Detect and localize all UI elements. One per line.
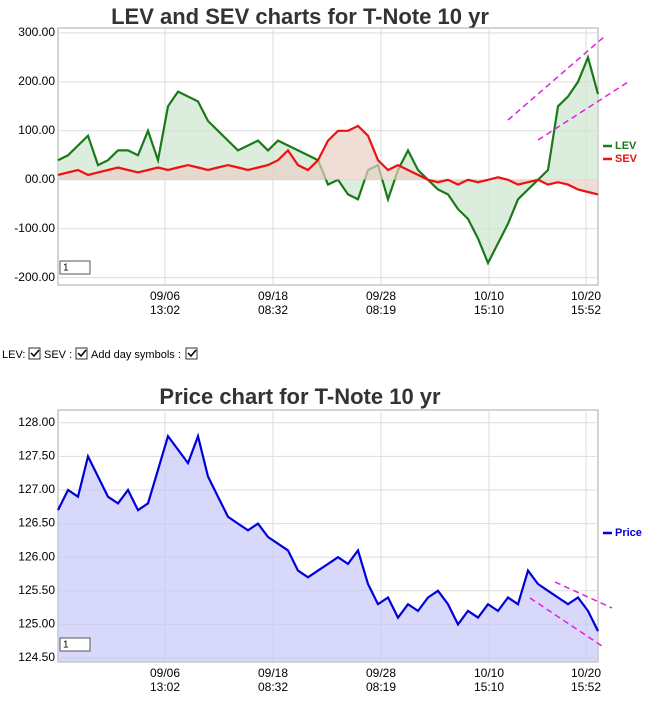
chart-title: Price chart for T-Note 10 yr <box>159 384 441 409</box>
legend-label: SEV <box>615 153 638 165</box>
x-tick-label-line: 10/10 <box>474 289 504 303</box>
checkbox[interactable] <box>28 347 41 360</box>
x-tick-label-line: 15:10 <box>474 680 504 694</box>
y-tick-label: 125.00 <box>18 617 55 631</box>
x-tick-label: 09/18 08:32 <box>258 289 288 317</box>
y-tick-label: 00.00 <box>25 172 55 186</box>
x-tick-label-line: 09/06 <box>150 666 180 680</box>
controls: LEV: SEV : Add day symbols : <box>2 347 198 361</box>
y-tick-label: 126.50 <box>18 516 55 530</box>
x-tick-label-line: 15:52 <box>571 303 601 317</box>
series-line <box>57 124 599 196</box>
y-tick-label: 124.50 <box>18 650 55 664</box>
x-tick-label-line: 08:19 <box>366 303 396 317</box>
x-tick-label-line: 15:52 <box>571 680 601 694</box>
zoom-input[interactable] <box>59 637 91 652</box>
y-tick-label: 126.00 <box>18 549 55 563</box>
legend-label: Price <box>615 527 642 539</box>
y-tick-label: 128.00 <box>18 415 55 429</box>
y-tick-label: -100.00 <box>14 221 55 235</box>
trend-line <box>554 581 613 609</box>
check-mark <box>30 349 197 358</box>
x-tick-label: 09/06 13:02 <box>150 289 180 317</box>
x-tick-label-line: 10/20 <box>571 289 601 303</box>
x-tick-label: 09/18 08:32 <box>258 666 288 694</box>
area-fill <box>58 436 598 662</box>
area-fill <box>58 57 598 264</box>
y-tick-label: -200.00 <box>14 270 55 284</box>
y-tick-label: 300.00 <box>18 25 55 39</box>
area-fill <box>58 125 598 195</box>
control-label: Add day symbols : <box>91 349 181 361</box>
trend-line <box>537 81 629 141</box>
x-tick-label-line: 15:10 <box>474 303 504 317</box>
x-tick-label-line: 10/20 <box>571 666 601 680</box>
legend-label: LEV <box>615 140 637 152</box>
control-label: SEV : <box>44 349 72 361</box>
x-tick-label-line: 09/06 <box>150 289 180 303</box>
y-tick-label: 200.00 <box>18 74 55 88</box>
x-tick-label-line: 13:02 <box>150 303 180 317</box>
x-tick-label-line: 09/28 <box>366 666 396 680</box>
x-tick-label-line: 13:02 <box>150 680 180 694</box>
x-tick-label-line: 09/28 <box>366 289 396 303</box>
x-tick-label: 10/20 15:52 <box>571 289 601 317</box>
y-tick-label: 127.50 <box>18 449 55 463</box>
checkbox[interactable] <box>75 347 88 360</box>
series-line <box>57 432 599 632</box>
x-tick-label-line: 08:32 <box>258 680 288 694</box>
zoom-input[interactable] <box>59 260 91 275</box>
x-tick-label: 09/06 13:02 <box>150 666 180 694</box>
x-tick-label-line: 10/10 <box>474 666 504 680</box>
x-tick-label: 09/28 08:19 <box>366 289 396 317</box>
control-label: LEV: <box>2 349 25 361</box>
y-tick-label: 127.00 <box>18 482 55 496</box>
y-tick-label: 125.50 <box>18 583 55 597</box>
x-tick-label: 10/10 15:10 <box>474 666 504 694</box>
zoom-input-value: 1 <box>63 263 69 274</box>
zoom-input-value: 1 <box>63 640 69 651</box>
x-tick-label-line: 09/18 <box>258 666 288 680</box>
x-tick-label-line: 08:19 <box>366 680 396 694</box>
x-tick-label-line: 09/18 <box>258 289 288 303</box>
trend-line <box>507 35 606 121</box>
checkbox[interactable] <box>185 347 198 360</box>
y-tick-label: 100.00 <box>18 123 55 137</box>
x-tick-label: 10/20 15:52 <box>571 666 601 694</box>
x-tick-label-line: 08:32 <box>258 303 288 317</box>
series-line <box>57 53 600 266</box>
trend-line <box>529 597 606 649</box>
chart-title: LEV and SEV charts for T-Note 10 yr <box>111 4 489 29</box>
x-tick-label: 09/28 08:19 <box>366 666 396 694</box>
x-tick-label: 10/10 15:10 <box>474 289 504 317</box>
